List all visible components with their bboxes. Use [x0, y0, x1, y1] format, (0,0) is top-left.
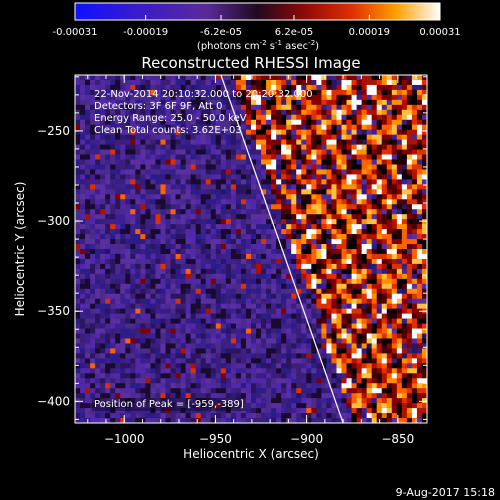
colorbar-strip [74, 2, 441, 21]
x-axis-label: Heliocentric X (arcsec) [183, 447, 319, 461]
colorbar-tick-label: -0.00031 [53, 27, 98, 38]
plot-frame [74, 74, 428, 424]
colorbar-tick-label: 6.2e-05 [275, 27, 313, 38]
colorbar: -0.00031 -0.00019 -6.2e-05 6.2e-05 0.00019 0.… [53, 2, 461, 52]
x-tick-label: −850 [381, 432, 414, 446]
colorbar-tick-label: 0.00019 [349, 27, 390, 38]
y-tick-label: −250 [37, 124, 70, 138]
annotation-line: Energy Range: 25.0 - 50.0 keV [94, 113, 247, 124]
y-tick-label: −350 [37, 304, 70, 318]
heatmap-image [75, 75, 427, 423]
peak-label-bg [92, 398, 246, 411]
peak-position-label: Position of Peak = [-959,-389] [94, 399, 244, 410]
footer-date: 9-Aug-2017 15:18 [396, 486, 495, 499]
solar-limb-line [220, 75, 344, 423]
x-tick-label: −1000 [104, 432, 145, 446]
colorbar-tick-label: -6.2e-05 [200, 27, 242, 38]
y-tick-label: −300 [37, 214, 70, 228]
x-tick-label: −950 [199, 432, 232, 446]
y-tick-label: −400 [37, 394, 70, 408]
colorbar-tick-label: -0.00019 [123, 27, 168, 38]
colorbar-tick-label: 0.00031 [419, 27, 460, 38]
y-axis-label: Heliocentric Y (arcsec) [13, 182, 27, 317]
annotation-line: Clean Total counts: 3.62E+03 [94, 125, 242, 136]
colorbar-units: (photons cm-2 s-1 asec-2) [197, 39, 319, 52]
chart-title: Reconstructed RHESSI Image [141, 54, 360, 72]
annotation-line: 22-Nov-2014 20:10:32.000 to 20:20:32.000 [94, 89, 313, 100]
annotation-line: Detectors: 3F 6F 9F, Att 0 [94, 101, 222, 112]
x-tick-label: −900 [290, 432, 323, 446]
